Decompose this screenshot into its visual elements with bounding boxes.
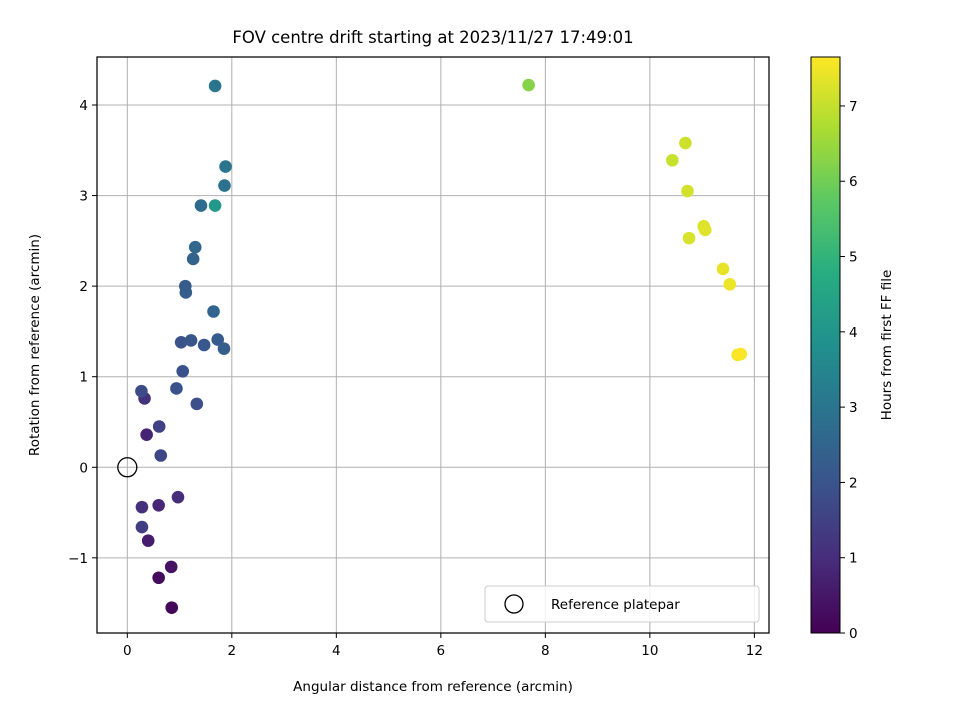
data-point [522, 78, 535, 92]
data-point [165, 601, 179, 614]
data-points [135, 78, 748, 614]
colorbar-tick-label: 7 [849, 99, 858, 115]
data-point [217, 342, 231, 355]
y-axis: −1 0 1 2 3 4 [68, 98, 97, 567]
data-point [174, 335, 188, 349]
data-point [666, 153, 679, 167]
colorbar-tick-label: 5 [849, 250, 858, 266]
y-tick-label: 0 [79, 460, 88, 476]
data-point [141, 534, 155, 547]
colorbar: 0 1 2 3 4 5 6 7 Hours from first FF file [810, 56, 895, 642]
legend-label: Reference platepar [551, 597, 680, 613]
y-tick-label: −1 [68, 551, 88, 567]
x-axis: 0 2 4 6 8 10 12 [123, 633, 763, 659]
y-tick-label: 2 [79, 279, 88, 295]
colorbar-tick-label: 1 [849, 551, 858, 567]
reference-marker-group [117, 457, 138, 478]
x-tick-label: 4 [332, 643, 341, 659]
y-axis-label: Rotation from reference (arcmin) [27, 234, 43, 456]
data-point [154, 449, 168, 462]
data-point [176, 364, 189, 378]
data-point [190, 397, 204, 411]
plot-frame [96, 56, 770, 634]
y-tick-label: 1 [79, 370, 88, 386]
data-point [164, 560, 178, 574]
data-point [219, 160, 232, 173]
reference-platepar-marker [117, 457, 138, 478]
data-point [207, 305, 220, 318]
data-point [140, 428, 153, 441]
x-axis-label: Angular distance from reference (arcmin) [293, 679, 573, 695]
data-point [152, 571, 165, 585]
x-tick-label: 6 [437, 643, 446, 659]
colorbar-tick-label: 0 [849, 626, 858, 642]
data-point [682, 231, 696, 245]
colorbar-tick-label: 2 [849, 475, 858, 491]
colorbar-tick-label: 3 [849, 400, 858, 416]
data-point [135, 384, 148, 398]
data-point [208, 79, 222, 93]
colorbar-ticks: 0 1 2 3 4 5 6 7 [840, 99, 858, 642]
data-point [184, 334, 198, 347]
data-point [188, 240, 202, 254]
data-point [698, 223, 712, 237]
data-point [679, 136, 692, 150]
data-point [211, 333, 225, 346]
data-point [194, 199, 208, 212]
chart-title: FOV centre drift starting at 2023/11/27 … [232, 28, 633, 47]
data-point [218, 179, 231, 192]
data-point [208, 199, 222, 212]
colorbar-gradient [810, 56, 841, 634]
legend-box [484, 585, 760, 623]
data-point [681, 184, 694, 198]
colorbar-label: Hours from first FF file [879, 270, 895, 421]
data-point [186, 252, 200, 266]
legend-reference-marker [504, 594, 524, 614]
data-point [152, 420, 166, 433]
data-point [734, 347, 748, 361]
colorbar-tick-label: 6 [849, 174, 858, 190]
data-point [723, 278, 737, 291]
data-point [171, 490, 185, 504]
x-tick-label: 12 [746, 643, 763, 659]
data-point [135, 500, 149, 514]
x-tick-label: 2 [228, 643, 237, 659]
colorbar-tick-label: 4 [849, 325, 858, 341]
data-point [197, 338, 211, 352]
data-point [152, 499, 165, 512]
y-tick-label: 3 [79, 189, 88, 205]
y-tick-label: 4 [79, 98, 88, 114]
x-tick-label: 8 [541, 643, 550, 659]
data-point [179, 279, 192, 293]
legend: Reference platepar [484, 585, 760, 623]
data-point [170, 382, 183, 395]
data-point [716, 262, 730, 276]
x-tick-label: 10 [641, 643, 658, 659]
grid-lines [97, 57, 769, 633]
data-point [135, 520, 149, 534]
x-tick-label: 0 [123, 643, 132, 659]
